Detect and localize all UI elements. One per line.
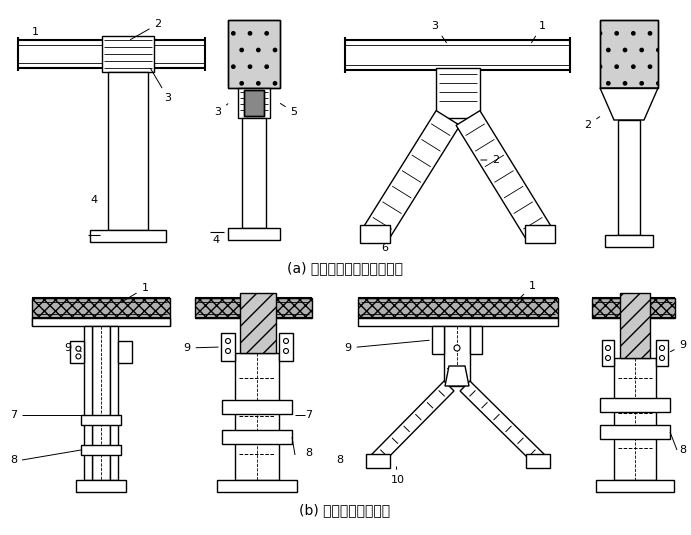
Circle shape xyxy=(659,355,665,361)
Bar xyxy=(432,326,444,354)
Bar xyxy=(620,293,650,358)
Text: 3: 3 xyxy=(151,68,171,103)
Bar xyxy=(90,230,166,242)
Circle shape xyxy=(225,339,231,343)
Circle shape xyxy=(605,346,611,350)
Bar xyxy=(244,90,264,116)
Polygon shape xyxy=(460,381,545,465)
Bar xyxy=(240,293,276,353)
Text: 9: 9 xyxy=(64,343,82,353)
Text: 2: 2 xyxy=(131,19,162,40)
Text: 2: 2 xyxy=(585,117,600,130)
Bar xyxy=(436,68,480,118)
Text: 7: 7 xyxy=(10,410,17,420)
Text: 1: 1 xyxy=(32,27,39,40)
Text: 9: 9 xyxy=(670,340,687,351)
Bar xyxy=(614,358,656,480)
Bar xyxy=(366,454,390,468)
Bar xyxy=(618,120,640,235)
Bar xyxy=(592,298,675,318)
Text: (a) 钢筋混凝土套箍湿式连接: (a) 钢筋混凝土套箍湿式连接 xyxy=(287,261,403,275)
Bar xyxy=(222,430,292,444)
Bar xyxy=(600,398,670,412)
Text: 4: 4 xyxy=(212,235,220,245)
Bar xyxy=(470,326,482,354)
Bar xyxy=(279,333,293,361)
Polygon shape xyxy=(371,381,454,465)
Bar xyxy=(238,88,270,118)
Circle shape xyxy=(76,346,81,351)
Bar xyxy=(228,228,280,240)
Circle shape xyxy=(605,355,611,361)
Polygon shape xyxy=(600,88,658,120)
Bar xyxy=(108,72,148,230)
Bar xyxy=(81,445,121,455)
Bar xyxy=(221,333,235,361)
Circle shape xyxy=(454,345,460,351)
Bar xyxy=(600,20,658,88)
Text: 10: 10 xyxy=(391,467,405,485)
Bar xyxy=(360,225,390,243)
Polygon shape xyxy=(456,111,552,242)
Polygon shape xyxy=(363,111,460,242)
Bar xyxy=(605,235,653,247)
Text: 1: 1 xyxy=(531,21,545,43)
Bar xyxy=(217,480,297,492)
Text: 1: 1 xyxy=(517,281,536,301)
Text: 9: 9 xyxy=(183,343,218,353)
Bar xyxy=(92,326,110,480)
Bar xyxy=(600,20,658,88)
Bar xyxy=(244,90,264,116)
Bar xyxy=(70,341,84,363)
Text: 8: 8 xyxy=(679,445,687,455)
Text: 6: 6 xyxy=(381,243,388,253)
Bar xyxy=(526,454,550,468)
Text: 3: 3 xyxy=(431,21,446,43)
Bar xyxy=(76,480,126,492)
Bar xyxy=(32,318,170,326)
Text: 4: 4 xyxy=(91,195,97,205)
Text: 3: 3 xyxy=(214,104,228,117)
Bar xyxy=(81,415,121,425)
Text: 7: 7 xyxy=(305,410,312,420)
Bar xyxy=(242,118,266,228)
Circle shape xyxy=(225,348,231,354)
Bar xyxy=(602,340,614,366)
Polygon shape xyxy=(445,366,469,386)
Text: 9: 9 xyxy=(344,340,429,353)
Circle shape xyxy=(283,339,289,343)
Circle shape xyxy=(283,348,289,354)
Bar xyxy=(358,298,558,318)
Bar xyxy=(102,36,154,72)
Text: 8: 8 xyxy=(337,455,343,465)
Circle shape xyxy=(76,354,81,359)
Bar xyxy=(222,400,292,414)
Bar xyxy=(600,425,670,439)
Text: 2: 2 xyxy=(481,155,500,165)
Bar xyxy=(596,480,674,492)
Text: (b) 型钢套箍干式连接: (b) 型钢套箍干式连接 xyxy=(299,503,390,517)
Bar xyxy=(656,340,668,366)
Text: 5: 5 xyxy=(281,103,298,117)
Bar xyxy=(228,20,280,88)
Bar xyxy=(235,353,279,480)
Bar xyxy=(32,298,170,318)
Bar xyxy=(444,326,470,386)
Bar xyxy=(358,318,558,326)
Text: 1: 1 xyxy=(122,283,149,302)
Bar xyxy=(84,326,92,480)
Bar xyxy=(525,225,555,243)
Bar xyxy=(118,341,132,363)
Bar xyxy=(195,298,312,318)
Text: 8: 8 xyxy=(305,448,312,458)
Bar xyxy=(228,20,280,88)
Bar xyxy=(110,326,118,480)
Circle shape xyxy=(659,346,665,350)
Text: 8: 8 xyxy=(10,455,17,465)
